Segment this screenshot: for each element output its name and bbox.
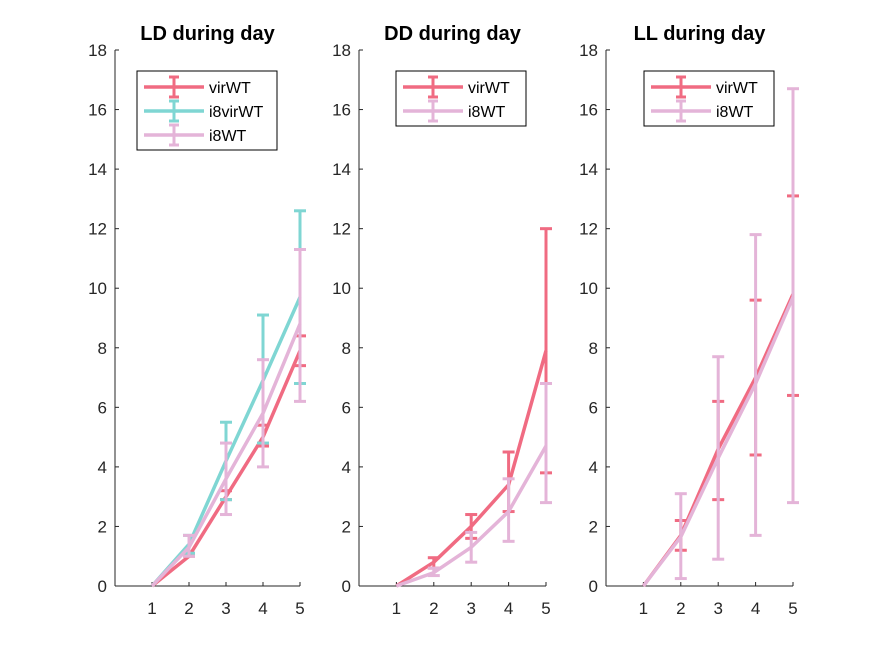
y-tick-label: 2	[589, 517, 598, 536]
legend: virWT i8WT	[395, 70, 527, 127]
y-tick-label: 8	[589, 339, 598, 358]
y-tick-label: 14	[579, 160, 598, 179]
legend-label: i8WT	[209, 128, 247, 145]
x-tick-label: 3	[466, 599, 475, 618]
y-tick-label: 10	[332, 279, 351, 298]
chart-title: LL during day	[634, 23, 767, 45]
error-bar	[749, 233, 762, 537]
y-tick-label: 14	[332, 160, 351, 179]
error-bar	[674, 492, 687, 581]
x-tick-label: 1	[147, 599, 156, 618]
legend-label: i8virWT	[209, 104, 263, 121]
x-tick-label: 4	[751, 599, 760, 618]
y-tick-label: 6	[342, 398, 351, 417]
legend-item: virWT	[403, 75, 510, 99]
x-tick-label: 2	[429, 599, 438, 618]
error-bar	[220, 441, 232, 517]
x-tick-label: 3	[713, 599, 722, 618]
series-i8WT	[395, 382, 552, 588]
y-tick-label: 10	[579, 279, 598, 298]
series-i8WT	[150, 248, 306, 588]
error-bar	[465, 530, 478, 564]
y-tick-label: 0	[98, 577, 107, 596]
x-tick-label: 4	[258, 599, 267, 618]
y-tick-label: 4	[342, 458, 351, 477]
x-tick-label: 3	[221, 599, 230, 618]
x-tick-label: 5	[541, 599, 550, 618]
y-tick-label: 2	[342, 517, 351, 536]
legend-label: virWT	[468, 80, 510, 97]
error-bar	[427, 566, 440, 578]
x-tick-label: 4	[504, 599, 513, 618]
y-tick-label: 16	[579, 101, 598, 120]
y-tick-label: 18	[332, 41, 351, 60]
y-tick-label: 16	[332, 101, 351, 120]
y-tick-label: 18	[88, 41, 107, 60]
series-i8WT	[642, 87, 799, 588]
error-bar	[294, 248, 306, 403]
y-tick-label: 10	[88, 279, 107, 298]
y-tick-label: 8	[98, 339, 107, 358]
legend: virWT i8WT	[643, 70, 775, 127]
chart-title: LD during day	[140, 23, 275, 45]
x-tick-label: 2	[676, 599, 685, 618]
series-virWT	[150, 334, 306, 588]
y-tick-label: 2	[98, 517, 107, 536]
y-tick-label: 6	[589, 398, 598, 417]
y-tick-label: 12	[88, 220, 107, 239]
legend-item: i8virWT	[144, 99, 263, 123]
y-tick-label: 6	[98, 398, 107, 417]
y-tick-label: 12	[579, 220, 598, 239]
legend-box	[643, 70, 775, 127]
y-tick-label: 14	[88, 160, 107, 179]
error-bar	[257, 358, 269, 469]
legend-item: virWT	[144, 75, 251, 99]
x-tick-label: 2	[184, 599, 193, 618]
y-tick-label: 18	[579, 41, 598, 60]
legend-box	[395, 70, 527, 127]
legend-item: i8WT	[651, 99, 754, 123]
legend-label: virWT	[209, 80, 251, 97]
series-virWT	[641, 194, 799, 588]
chart-title: DD during day	[384, 23, 522, 45]
y-tick-label: 0	[589, 577, 598, 596]
y-tick-label: 8	[342, 339, 351, 358]
series-i8virWT	[150, 209, 306, 588]
legend-label: i8WT	[468, 104, 506, 121]
y-tick-label: 4	[589, 458, 598, 477]
legend-item: i8WT	[144, 123, 247, 147]
x-tick-label: 1	[639, 599, 648, 618]
error-bar	[183, 533, 195, 558]
legend-item: virWT	[651, 75, 758, 99]
x-tick-label: 5	[295, 599, 304, 618]
x-tick-label: 5	[788, 599, 797, 618]
x-tick-label: 1	[392, 599, 401, 618]
legend: virWT i8virWT i8WT	[136, 70, 278, 151]
y-tick-label: 16	[88, 101, 107, 120]
legend-item: i8WT	[403, 99, 506, 123]
error-bar	[502, 477, 515, 543]
error-bar	[712, 355, 725, 561]
legend-label: virWT	[716, 80, 758, 97]
y-tick-label: 0	[342, 577, 351, 596]
legend-label: i8WT	[716, 104, 754, 121]
error-bar	[540, 382, 552, 505]
y-tick-label: 4	[98, 458, 107, 477]
error-bar	[787, 87, 799, 505]
y-tick-label: 12	[332, 220, 351, 239]
